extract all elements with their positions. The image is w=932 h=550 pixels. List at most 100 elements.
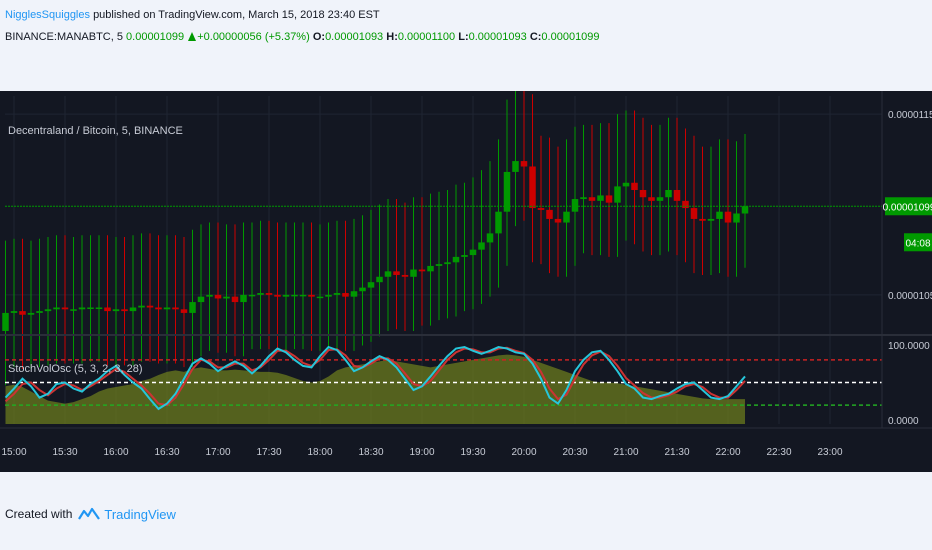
candle [62, 308, 69, 310]
candle [359, 288, 366, 292]
candle [410, 270, 417, 277]
tradingview-brand[interactable]: TradingView [104, 507, 176, 522]
candle [368, 282, 375, 287]
candle [45, 309, 52, 311]
price-change: +0.00000056 (+5.37%) [197, 31, 310, 43]
last-price-label: 0.00001099 [883, 202, 932, 213]
candle [682, 201, 689, 208]
candle [147, 306, 154, 308]
up-arrow-icon [188, 32, 196, 41]
candle [538, 208, 545, 210]
candle [257, 293, 264, 295]
candle [555, 219, 562, 223]
x-tick-label: 21:00 [613, 447, 638, 458]
candle [206, 295, 213, 297]
candle [657, 197, 664, 201]
candle [436, 264, 443, 266]
candle [53, 308, 60, 310]
candle [28, 313, 35, 315]
x-tick-label: 16:00 [103, 447, 128, 458]
low-value: 0.00001093 [469, 31, 527, 43]
candle [249, 295, 256, 297]
x-tick-label: 15:30 [52, 447, 77, 458]
candle [130, 308, 137, 312]
publish-info: NigglesSquiggles published on TradingVie… [5, 9, 380, 21]
candle [504, 172, 511, 212]
x-tick-label: 19:30 [460, 447, 485, 458]
candle [70, 309, 77, 311]
y-tick-label: 0.00001050 [888, 291, 932, 302]
candle [113, 309, 120, 311]
candle [665, 190, 672, 197]
candle [546, 210, 553, 219]
candle [87, 308, 94, 310]
x-tick-label: 16:30 [154, 447, 179, 458]
x-tick-label: 19:00 [409, 447, 434, 458]
candle [317, 297, 324, 299]
candle [461, 255, 468, 257]
candle [478, 242, 485, 249]
candle [232, 297, 239, 302]
x-tick-label: 22:30 [766, 447, 791, 458]
footer: Created with TradingView [5, 506, 176, 522]
candle [342, 293, 349, 297]
candle [699, 219, 706, 221]
candle [266, 293, 273, 295]
x-tick-label: 21:30 [664, 447, 689, 458]
candle [563, 212, 570, 223]
close-label: C: [530, 31, 542, 43]
symbol-info: BINANCE:MANABTC, 5 0.00001099 +0.0000005… [5, 31, 600, 43]
candle [351, 291, 358, 296]
candle [427, 266, 434, 271]
candle [104, 308, 111, 312]
candle [716, 212, 723, 219]
candle [283, 295, 290, 297]
last-price: 0.00001099 [126, 31, 184, 43]
candle [470, 250, 477, 255]
chart-title: Decentraland / Bitcoin, 5, BINANCE [8, 125, 183, 137]
candle [725, 212, 732, 223]
candle [521, 161, 528, 166]
candle [36, 311, 43, 313]
tradingview-logo-icon [78, 506, 100, 522]
candle [733, 214, 740, 223]
candle [96, 308, 103, 310]
candle [631, 183, 638, 190]
candle [198, 297, 205, 302]
candle [393, 271, 400, 275]
candle [597, 195, 604, 200]
osc-y-tick-label: 100.0000 [888, 341, 930, 352]
candle [274, 295, 281, 297]
osc-y-tick-label: 0.0000 [888, 416, 919, 427]
candle [300, 295, 307, 297]
candle [640, 190, 647, 197]
candle [589, 197, 596, 201]
candle [444, 262, 451, 264]
candle [691, 208, 698, 219]
candle [580, 197, 587, 199]
candle [164, 308, 171, 310]
candle [453, 257, 460, 262]
chart-panel[interactable]: 15:00 15:30 16:00 16:30 17:00 17:30 18:00 18:30… [0, 91, 932, 472]
x-tick-label: 20:30 [562, 447, 587, 458]
open-label: O: [313, 31, 325, 43]
candle [155, 308, 162, 310]
candle [189, 302, 196, 313]
candle [402, 275, 409, 277]
candle [79, 308, 86, 310]
candle [648, 197, 655, 201]
countdown-label: 04:08 [905, 238, 930, 249]
author-link[interactable]: NigglesSquiggles [5, 9, 90, 21]
candle [2, 313, 9, 331]
candle [742, 206, 749, 213]
candle [291, 295, 298, 297]
indicator-name: StochVolOsc (5, 3, 2, 3, 28) [8, 363, 143, 375]
candle [240, 295, 247, 302]
x-tick-label: 17:30 [256, 447, 281, 458]
candle [308, 295, 315, 297]
symbol-label: BINANCE:MANABTC, 5 [5, 31, 123, 43]
x-tick-label: 22:00 [715, 447, 740, 458]
candle [529, 167, 536, 209]
candle [121, 309, 128, 311]
